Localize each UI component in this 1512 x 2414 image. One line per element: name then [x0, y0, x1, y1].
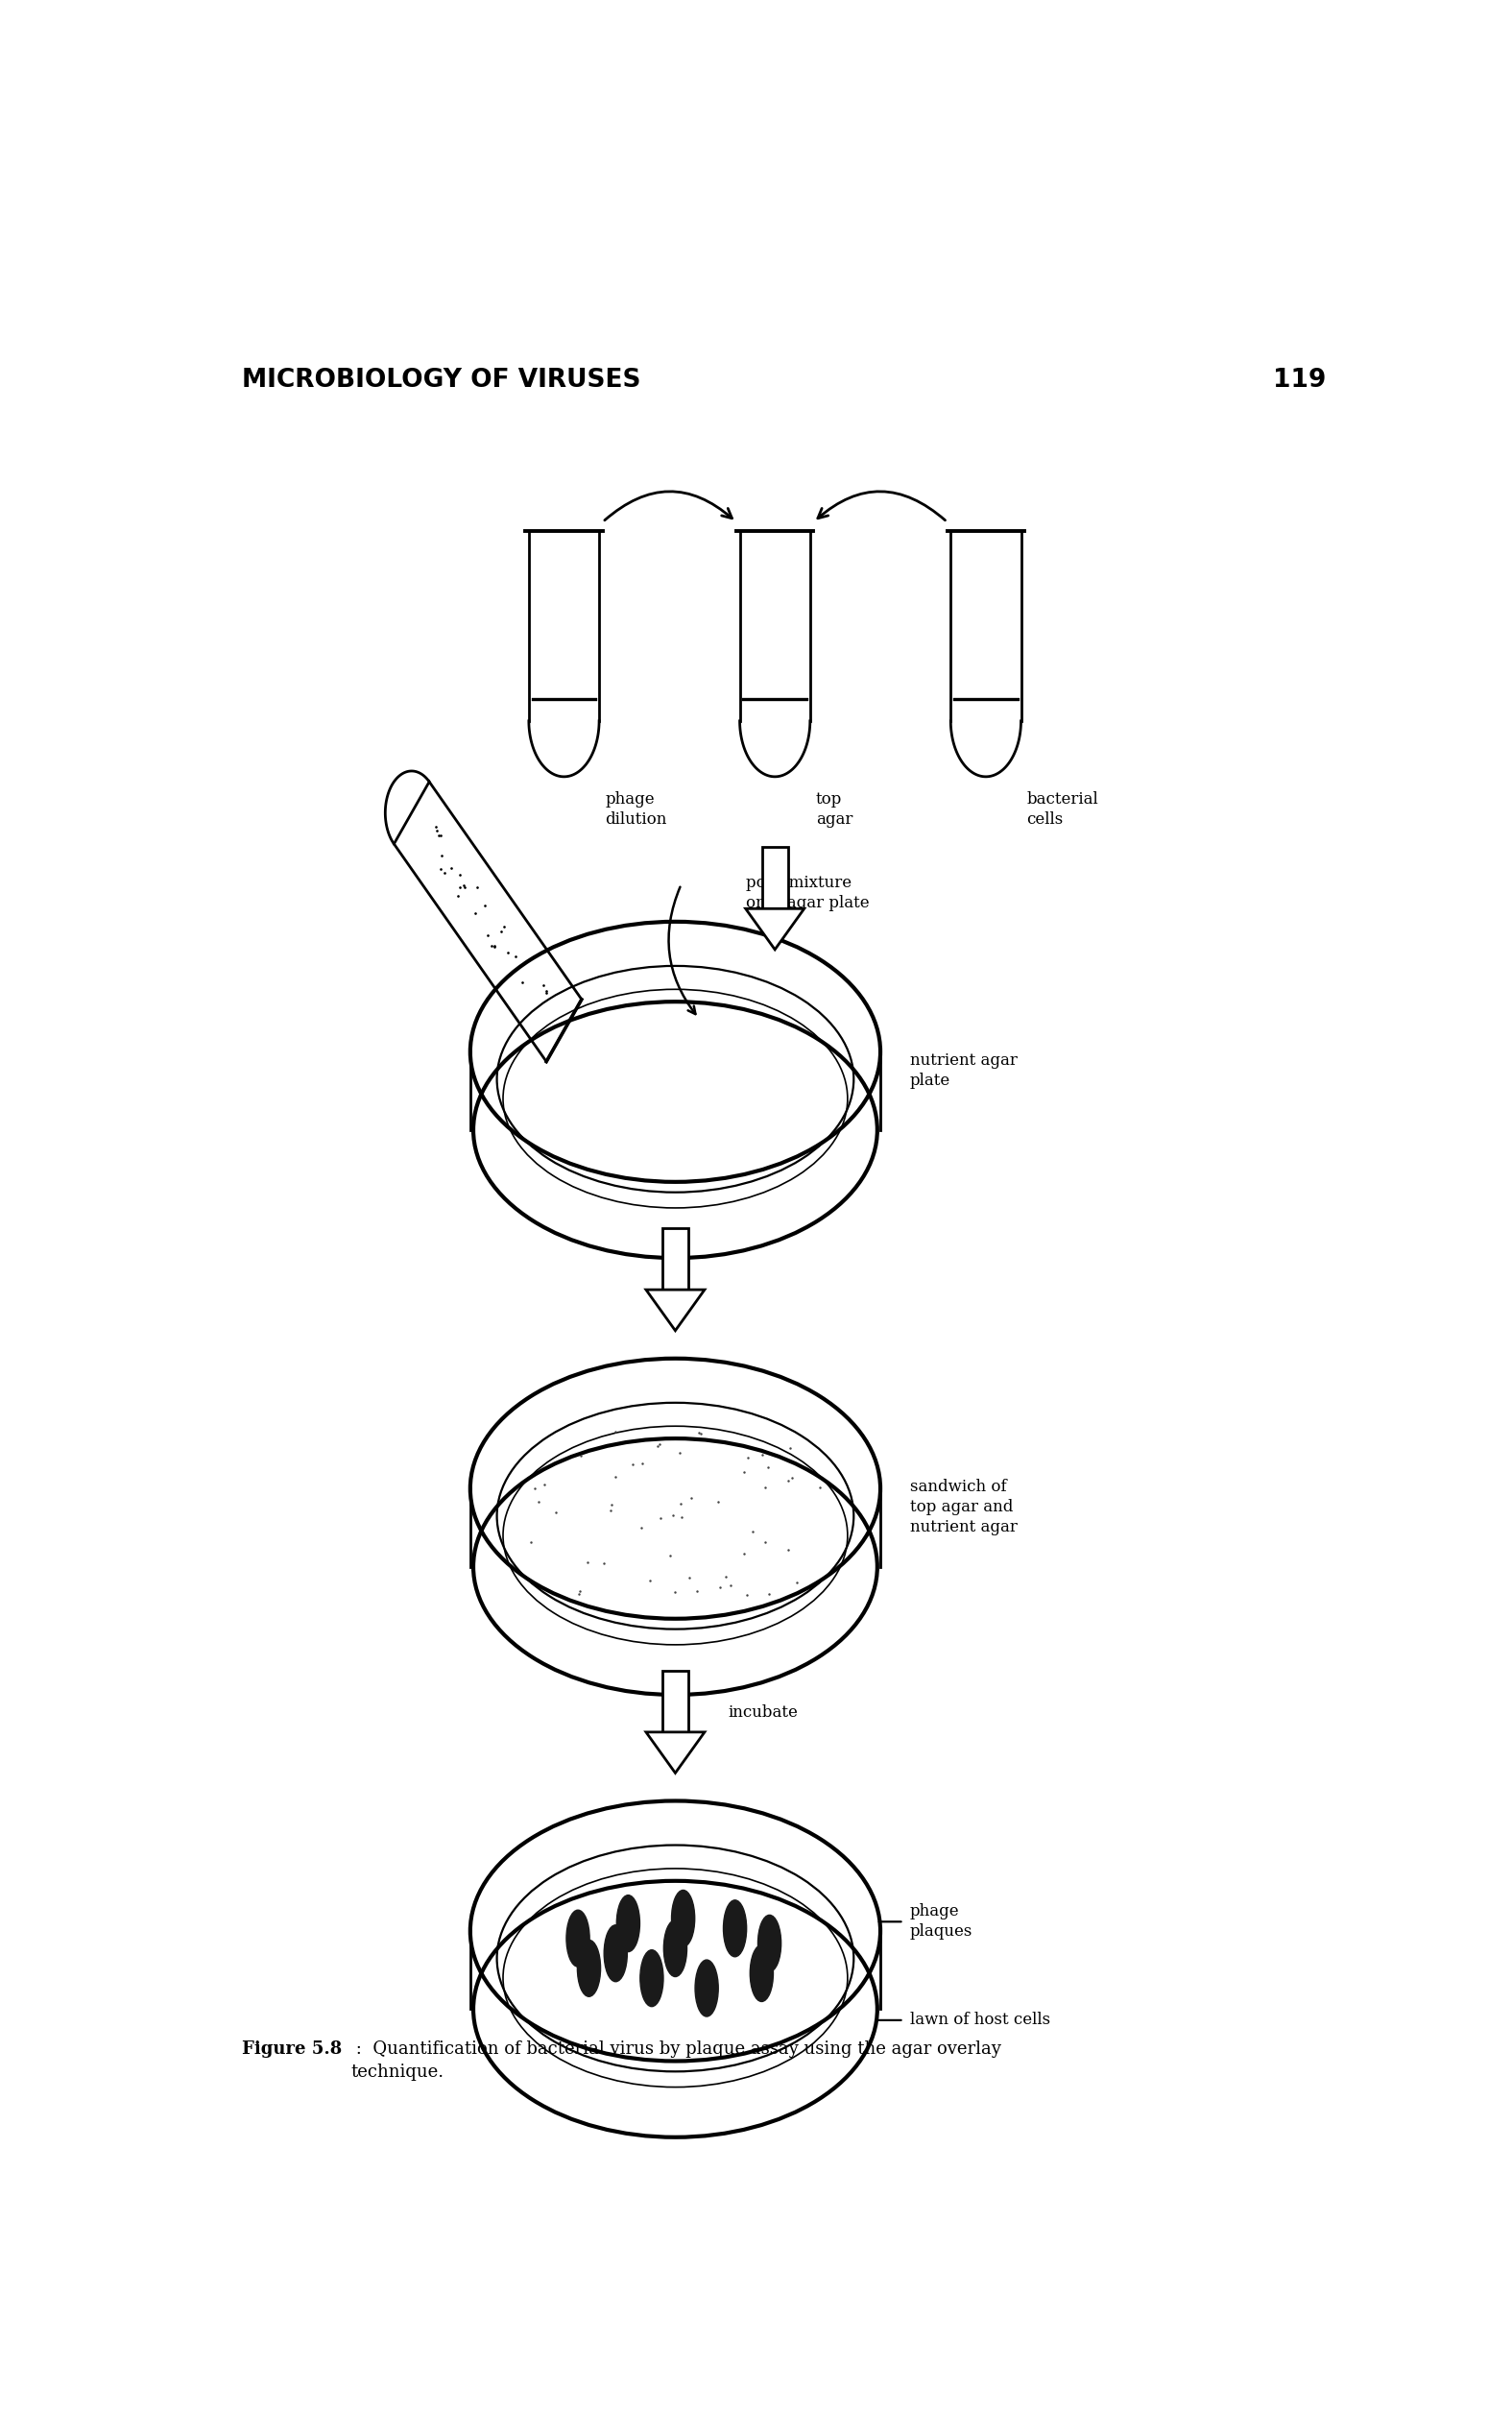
Polygon shape [395, 782, 582, 1062]
Text: :  Quantification of bacterial virus by plaque assay using the agar overlay
tech: : Quantification of bacterial virus by p… [351, 2040, 1001, 2081]
Polygon shape [745, 908, 804, 949]
Text: MICROBIOLOGY OF VIRUSES: MICROBIOLOGY OF VIRUSES [242, 367, 641, 393]
Ellipse shape [664, 1919, 686, 1977]
Ellipse shape [617, 1895, 640, 1953]
Ellipse shape [723, 1900, 747, 1958]
Text: 119: 119 [1273, 367, 1326, 393]
Ellipse shape [758, 1914, 782, 1972]
Polygon shape [646, 1733, 705, 1772]
Text: top
agar: top agar [816, 792, 853, 828]
Text: phage
plaques: phage plaques [910, 1905, 972, 1941]
Text: bacterial
cells: bacterial cells [1027, 792, 1099, 828]
Ellipse shape [750, 1946, 773, 2001]
Text: phage
dilution: phage dilution [605, 792, 667, 828]
Bar [662, 1670, 688, 1733]
Text: Figure 5.8: Figure 5.8 [242, 2040, 342, 2057]
Ellipse shape [640, 1951, 664, 2006]
Text: sandwich of
top agar and
nutrient agar: sandwich of top agar and nutrient agar [910, 1480, 1018, 1535]
Bar [762, 847, 788, 908]
Text: incubate: incubate [729, 1704, 798, 1721]
Ellipse shape [671, 1890, 694, 1946]
Ellipse shape [603, 1924, 627, 1982]
Bar [662, 1229, 688, 1289]
Ellipse shape [578, 1941, 600, 1996]
Polygon shape [646, 1289, 705, 1330]
Text: pour mixture
onto agar plate: pour mixture onto agar plate [745, 876, 869, 912]
Text: lawn of host cells: lawn of host cells [910, 2011, 1049, 2028]
Text: nutrient agar
plate: nutrient agar plate [910, 1053, 1018, 1089]
Ellipse shape [696, 1960, 718, 2016]
Ellipse shape [567, 1909, 590, 1967]
